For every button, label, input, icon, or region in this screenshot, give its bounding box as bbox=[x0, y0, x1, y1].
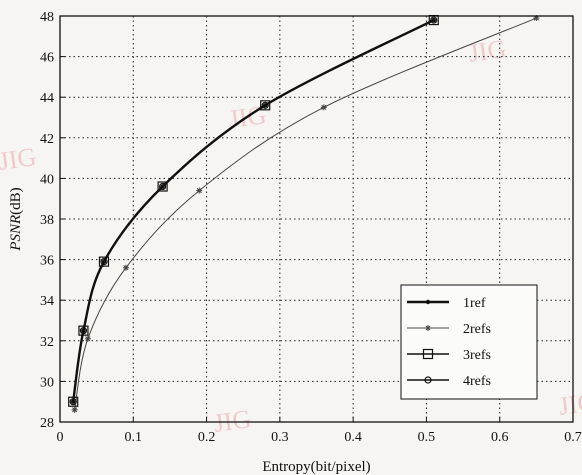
y-tick-label: 42 bbox=[40, 132, 54, 147]
data-point-square bbox=[98, 256, 110, 267]
data-point-circle bbox=[100, 258, 108, 266]
watermark-text: JIG bbox=[557, 387, 582, 421]
y-tick-label: 30 bbox=[40, 375, 54, 390]
data-point-star bbox=[425, 325, 431, 331]
y-tick-label: 40 bbox=[40, 172, 54, 187]
series-line-1ref bbox=[72, 18, 435, 402]
y-axis-label-italic: PSNR bbox=[8, 215, 24, 252]
legend-item: 1ref bbox=[407, 296, 486, 311]
legend-item: 2refs bbox=[407, 322, 491, 337]
x-axis-label: Entropy(bit/pixel) bbox=[262, 459, 370, 475]
watermark-text: JIG bbox=[467, 34, 508, 68]
data-point-star bbox=[122, 264, 129, 271]
data-point-circle bbox=[424, 376, 432, 384]
watermark-text: JIG bbox=[0, 142, 38, 176]
series-line-4refs bbox=[72, 19, 435, 402]
data-point-star bbox=[533, 15, 540, 22]
data-point-star bbox=[196, 187, 203, 194]
y-tick-label: 48 bbox=[40, 10, 54, 25]
x-tick-label: 0.7 bbox=[564, 430, 582, 445]
legend-label: 1ref bbox=[463, 296, 486, 311]
y-tick-label: 28 bbox=[40, 416, 54, 431]
x-tick-label: 0.4 bbox=[344, 430, 362, 445]
y-tick-label: 38 bbox=[40, 213, 54, 228]
legend-label: 3refs bbox=[463, 348, 491, 363]
x-tick-labels: 0 0.1 0.2 0.3 0.4 0.5 0.6 0.7 bbox=[57, 417, 582, 445]
series-layer bbox=[68, 14, 540, 413]
legend-label: 4refs bbox=[463, 374, 491, 389]
x-tick-label: 0.6 bbox=[491, 430, 509, 445]
x-tick-label: 0 bbox=[57, 430, 64, 445]
legend-label: 2refs bbox=[463, 322, 491, 337]
legend-item: 3refs bbox=[407, 348, 491, 363]
data-point-star bbox=[84, 335, 91, 342]
data-point-square bbox=[78, 325, 89, 336]
series-1ref bbox=[70, 17, 436, 404]
series-3refs bbox=[68, 14, 439, 407]
data-point-circle bbox=[69, 398, 77, 406]
y-tick-label: 36 bbox=[40, 254, 54, 269]
data-point-square bbox=[422, 348, 434, 360]
data-point-circle bbox=[430, 16, 438, 24]
y-axis-label: PSNR(dB) bbox=[8, 187, 24, 251]
data-point-circle bbox=[79, 327, 88, 335]
x-tick-label: 0.3 bbox=[271, 430, 289, 445]
y-tick-label: 46 bbox=[40, 51, 54, 66]
x-tick-label: 0.2 bbox=[198, 430, 216, 445]
data-point-circle bbox=[159, 182, 167, 191]
series-2refs bbox=[71, 15, 540, 413]
data-point-square bbox=[157, 181, 168, 192]
series-line-3refs bbox=[72, 19, 435, 402]
data-point-dot bbox=[425, 299, 431, 305]
y-tick-labels: 28 30 32 34 36 38 40 42 44 46 48 bbox=[40, 10, 65, 431]
series-4refs bbox=[69, 16, 438, 406]
y-tick-label: 34 bbox=[40, 294, 54, 309]
y-axis-label-unit: (dB) bbox=[8, 187, 24, 215]
legend: 1ref 2refs 3refs 4refs bbox=[400, 284, 538, 400]
x-tick-label: 0.5 bbox=[418, 430, 436, 445]
watermark-text: JIG bbox=[212, 404, 253, 438]
data-point-square bbox=[260, 100, 271, 111]
x-tick-label: 0.1 bbox=[125, 430, 143, 445]
data-point-star bbox=[320, 104, 327, 111]
data-point-star bbox=[71, 406, 78, 413]
legend-item: 4refs bbox=[407, 374, 491, 389]
y-tick-label: 32 bbox=[40, 335, 54, 350]
data-point-circle bbox=[261, 101, 269, 109]
y-tick-label: 44 bbox=[40, 91, 54, 106]
